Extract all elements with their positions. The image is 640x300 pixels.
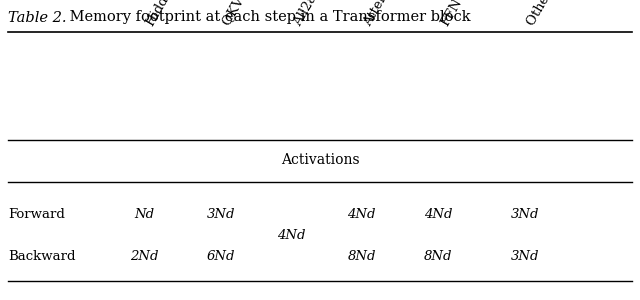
Text: 3Nd: 3Nd: [207, 208, 235, 221]
Text: QKV proj.: QKV proj.: [221, 0, 265, 28]
Text: Activations: Activations: [281, 154, 359, 167]
Text: 4Nd: 4Nd: [424, 208, 452, 221]
Text: All2all: All2all: [291, 0, 324, 28]
Text: Memory footprint at each step in a Transformer block: Memory footprint at each step in a Trans…: [65, 11, 470, 25]
Text: 4Nd: 4Nd: [277, 229, 305, 242]
Text: 8Nd: 8Nd: [424, 250, 452, 263]
Text: 2Nd: 2Nd: [130, 250, 158, 263]
Text: 3Nd: 3Nd: [511, 250, 539, 263]
Text: 8Nd: 8Nd: [348, 250, 376, 263]
Text: Attention: Attention: [362, 0, 404, 28]
Text: 4Nd: 4Nd: [348, 208, 376, 221]
Text: FFN: FFN: [438, 0, 465, 28]
Text: Forward: Forward: [8, 208, 65, 221]
Text: Table 2.: Table 2.: [8, 11, 67, 25]
Text: Nd: Nd: [134, 208, 154, 221]
Text: 3Nd: 3Nd: [511, 208, 539, 221]
Text: 6Nd: 6Nd: [207, 250, 235, 263]
Text: Other ops.: Other ops.: [525, 0, 571, 28]
Text: Hidden: Hidden: [144, 0, 180, 28]
Text: Backward: Backward: [8, 250, 76, 263]
